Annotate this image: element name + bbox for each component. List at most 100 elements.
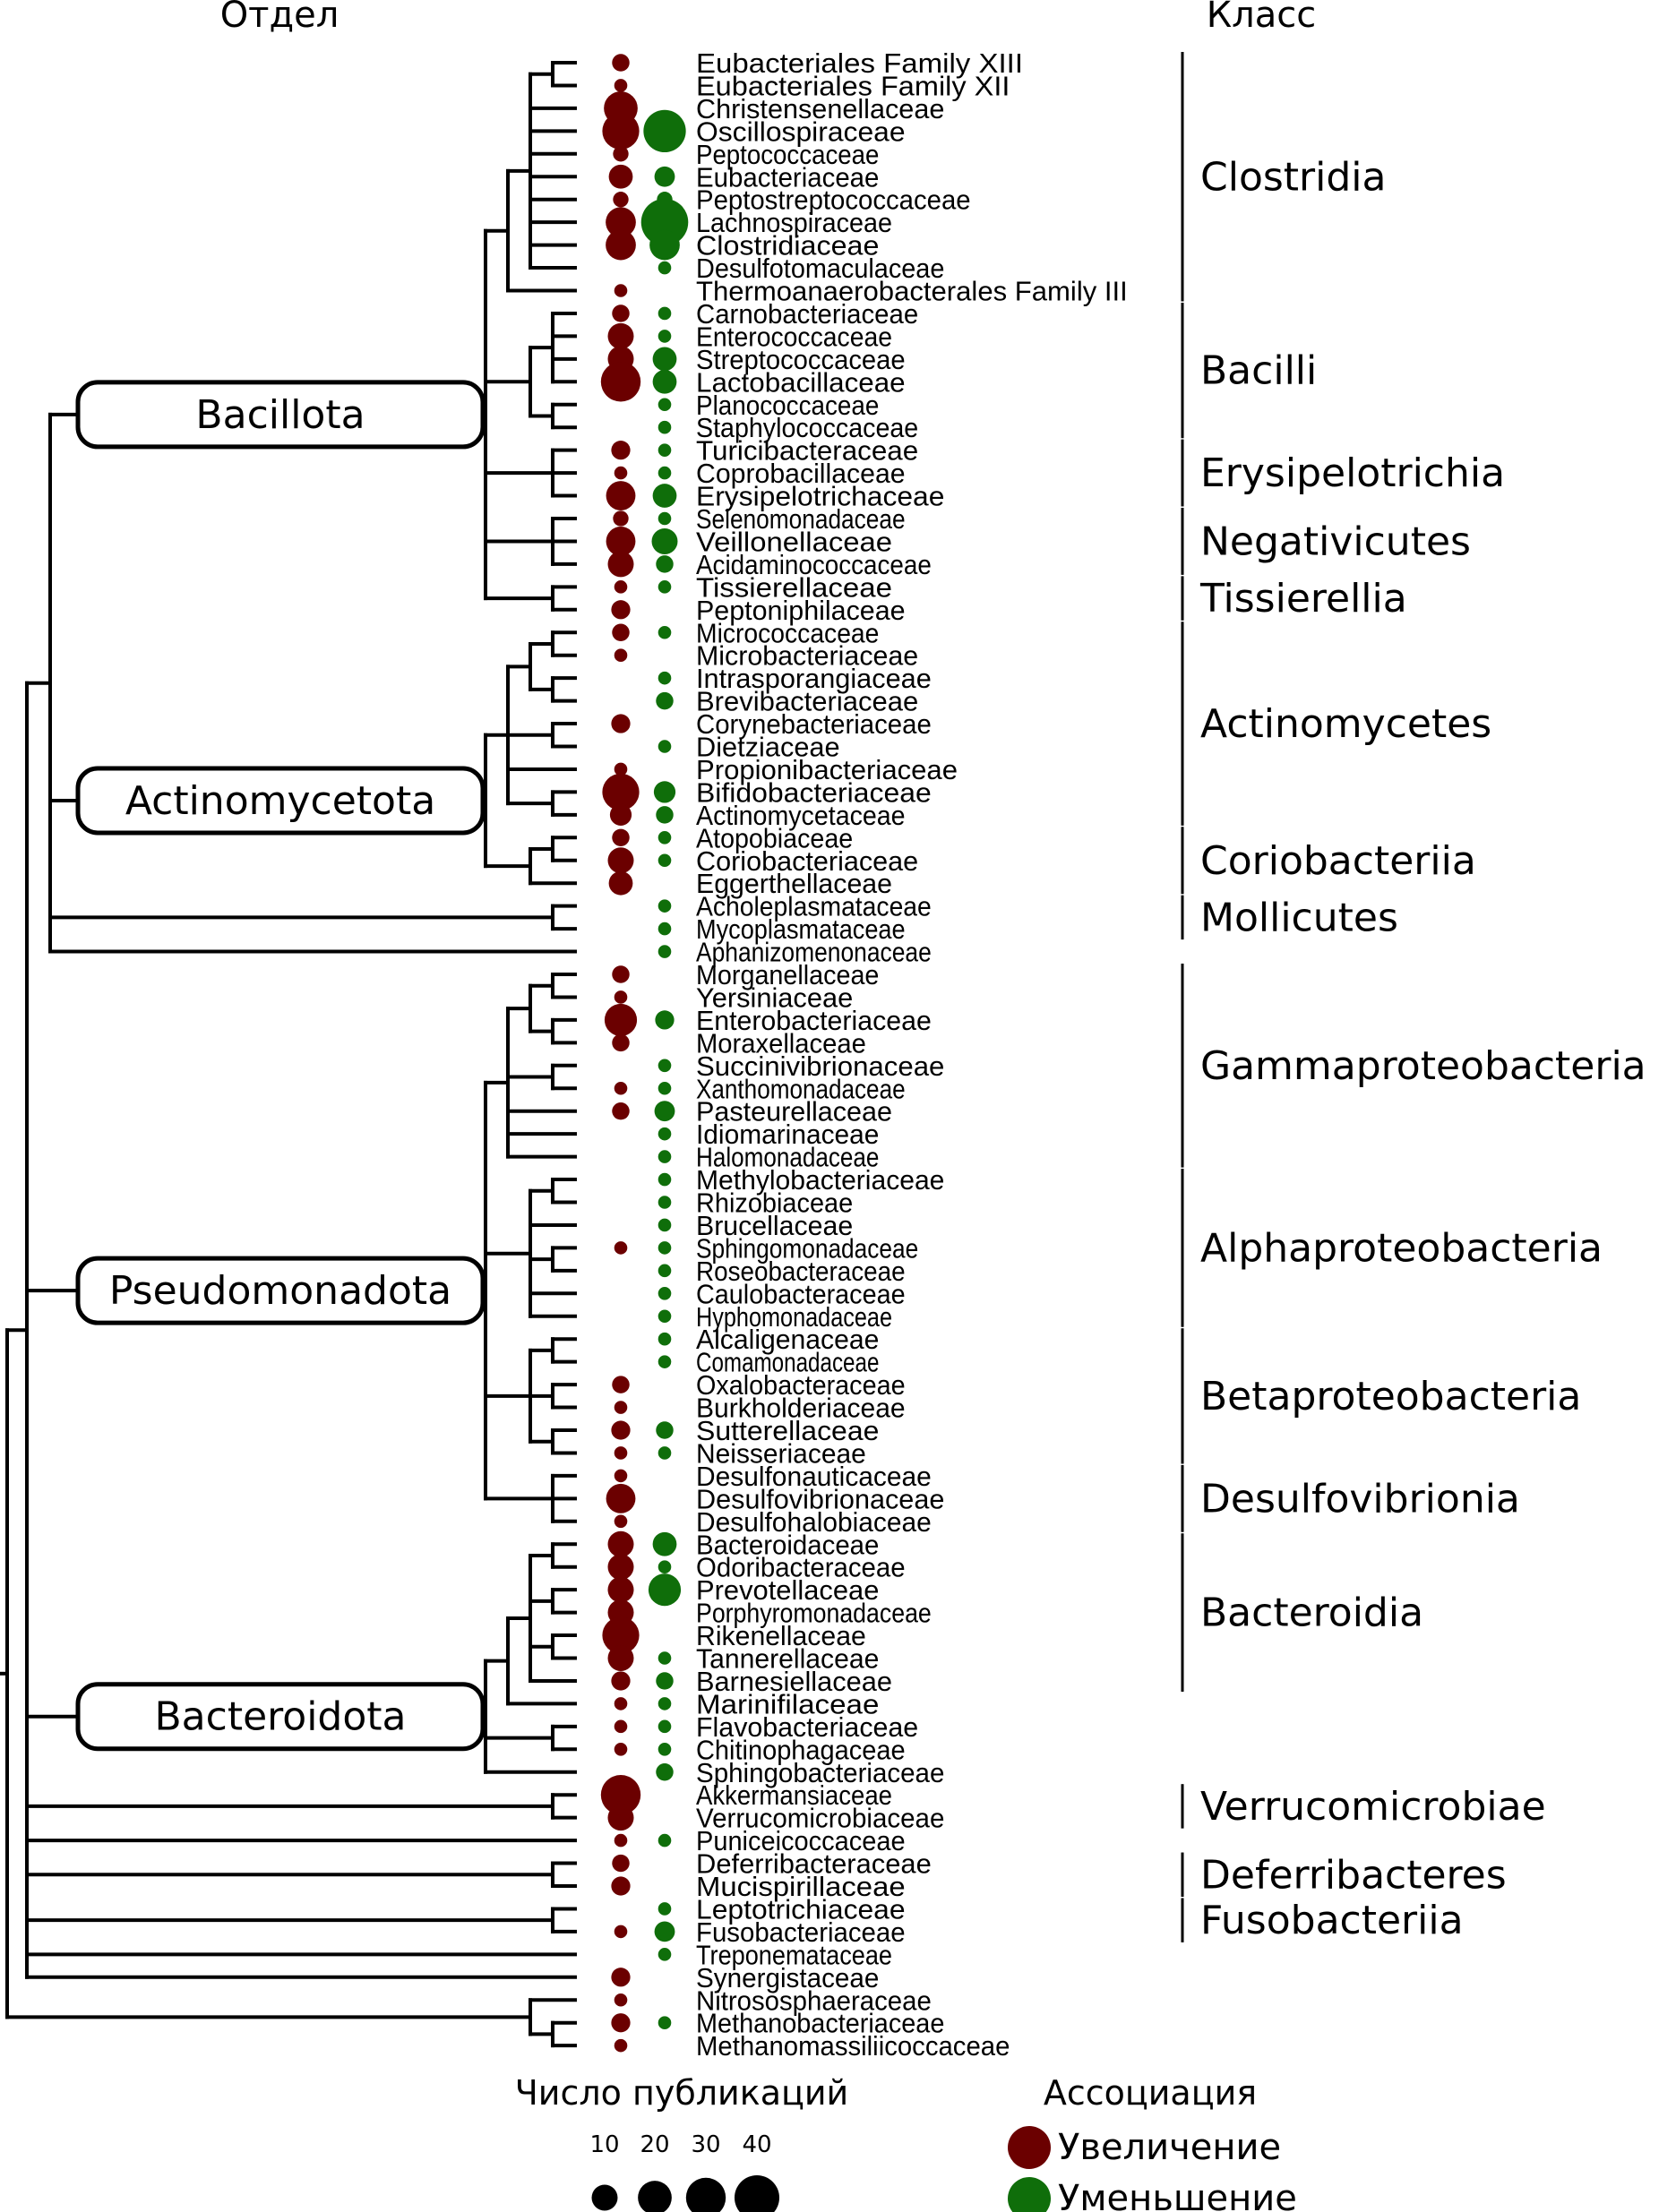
decrease-bubble <box>658 1218 672 1232</box>
legend-size-value: 20 <box>640 2131 669 2158</box>
family-label: Neisseriaceae <box>696 1437 866 1469</box>
increase-bubble <box>612 54 630 72</box>
decrease-bubble <box>658 330 672 343</box>
family-label: Synergistaceae <box>696 1962 879 1993</box>
family-label: Bifidobacteriaceae <box>696 776 932 808</box>
family-label: Tissierellaceae <box>696 571 892 603</box>
family-label: Sutterellaceae <box>696 1415 879 1446</box>
decrease-bubble <box>658 1264 672 1278</box>
family-label: Christensenellaceae <box>696 93 944 124</box>
family-label: Streptococcaceae <box>696 344 906 375</box>
decrease-bubble <box>658 899 672 913</box>
increase-bubble <box>606 229 636 261</box>
family-label: Atopobiaceae <box>696 822 853 853</box>
family-label: Rikenellaceae <box>696 1620 866 1651</box>
family-label: Desulfovibrionaceae <box>696 1483 944 1514</box>
family-label: Methylobacteriaceae <box>696 1164 944 1196</box>
increase-bubble <box>612 828 630 847</box>
decrease-bubble <box>658 1833 672 1848</box>
increase-bubble <box>611 2013 631 2033</box>
family-label: Roseobacteraceae <box>696 1256 906 1287</box>
increase-bubble <box>614 79 628 92</box>
family-label: Acidaminococcaceae <box>696 549 932 580</box>
family-label: Marinifilaceae <box>696 1688 879 1719</box>
decrease-bubble <box>658 671 672 685</box>
increase-bubble <box>614 1401 628 1414</box>
increase-bubble <box>606 527 636 556</box>
increase-bubble <box>614 1833 628 1848</box>
increase-bubble <box>612 1102 630 1120</box>
decrease-bubble <box>658 853 672 868</box>
class-label: Gammaproteobacteria <box>1200 1043 1646 1089</box>
decrease-bubble <box>656 691 674 710</box>
family-label: Porphyromonadaceae <box>696 1598 932 1629</box>
class-label: Bacilli <box>1200 348 1317 394</box>
increase-bubble <box>602 112 640 150</box>
increase-bubble <box>611 714 631 733</box>
family-label: Eggerthellaceae <box>696 868 892 899</box>
class-label: Alphaproteobacteria <box>1200 1225 1603 1271</box>
family-label: Desulfonauticaceae <box>696 1461 932 1492</box>
decrease-bubble <box>658 1332 672 1346</box>
increase-bubble <box>604 1003 638 1036</box>
family-label: Pasteurellaceae <box>696 1096 892 1127</box>
family-label: Barnesiellaceae <box>696 1666 892 1697</box>
family-label: Thermoanaerobacterales Family III <box>696 276 1128 307</box>
family-label: Treponemataceae <box>696 1939 892 1970</box>
family-label: Burkholderiaceae <box>696 1393 906 1424</box>
family-label: Eubacteriales Family XIII <box>696 47 1023 79</box>
family-label: Verrucomicrobiaceae <box>696 1803 944 1834</box>
decrease-bubble <box>651 527 678 554</box>
decrease-bubble <box>652 347 677 372</box>
increase-bubble <box>606 1483 636 1513</box>
increase-bubble <box>612 965 630 983</box>
decrease-bubble <box>658 1651 672 1665</box>
legend-size-bubble <box>685 2177 726 2212</box>
family-label: Nitrososphaeraceae <box>696 1985 932 2016</box>
increase-bubble <box>608 870 633 896</box>
family-label: Selenomonadaceae <box>696 503 906 535</box>
phylum-label: Bacteroidota <box>155 1694 407 1740</box>
family-label: Leptotrichiaceae <box>696 1893 906 1925</box>
increase-bubble <box>602 1616 640 1654</box>
decrease-bubble <box>658 1127 672 1141</box>
decrease-bubble <box>658 1948 672 1961</box>
family-label: Caulobacteraceae <box>696 1278 906 1309</box>
legend-size-value: 10 <box>589 2131 619 2158</box>
class-label: Desulfovibrionia <box>1200 1476 1520 1522</box>
family-label: Microbacteriaceae <box>696 640 918 672</box>
decrease-bubble <box>658 1287 672 1300</box>
decrease-bubble <box>658 420 672 434</box>
decrease-bubble <box>656 1763 674 1781</box>
family-label: Morganellaceae <box>696 959 879 990</box>
increase-bubble <box>602 773 640 811</box>
decrease-bubble <box>643 109 686 153</box>
increase-bubble <box>614 1719 628 1734</box>
family-label: Lactobacillaceae <box>696 366 906 398</box>
decrease-bubble <box>658 2016 672 2029</box>
family-label: Actinomycetaceae <box>696 800 906 831</box>
increase-bubble <box>600 362 641 402</box>
phylum-column-header: Отдел <box>219 0 339 36</box>
legend-size-bubble <box>638 2181 672 2212</box>
decrease-bubble <box>658 1446 672 1460</box>
decrease-bubble <box>648 1573 682 1607</box>
family-label: Corynebacteriaceae <box>696 708 932 740</box>
class-label: Fusobacteriia <box>1200 1898 1464 1943</box>
family-label: Halomonadaceae <box>696 1142 879 1173</box>
legend-increase-label: Увеличение <box>1058 2127 1281 2168</box>
decrease-bubble <box>658 922 672 936</box>
family-label: Brevibacteriaceae <box>696 686 918 717</box>
legend-size-value: 30 <box>691 2131 720 2158</box>
decrease-bubble <box>658 261 672 275</box>
family-label: Sphingomonadaceae <box>696 1232 918 1264</box>
legend-size-value: 40 <box>742 2131 771 2158</box>
family-label: Yersiniaceae <box>696 982 853 1013</box>
family-label: Aphanizomenonaceae <box>696 937 932 968</box>
decrease-bubble <box>658 1241 672 1255</box>
decrease-bubble <box>656 806 674 824</box>
legend-association-title: Ассоциация <box>1044 2073 1257 2113</box>
increase-bubble <box>614 1993 628 2007</box>
